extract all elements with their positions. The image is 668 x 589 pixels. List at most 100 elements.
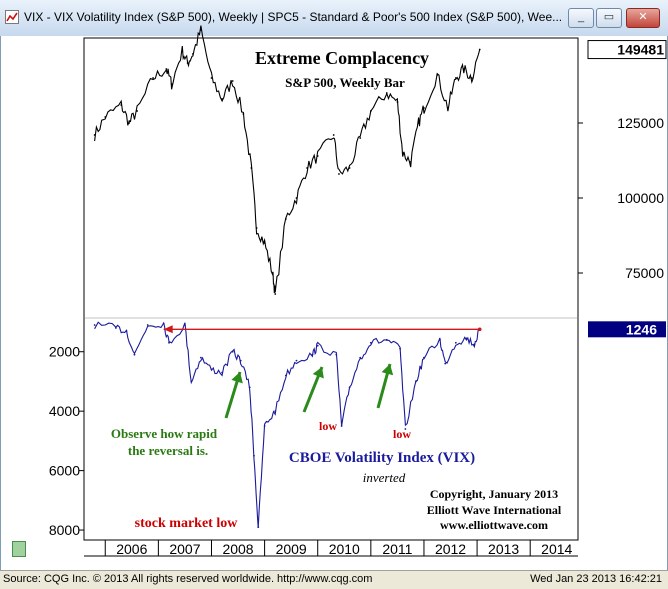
- left-margin: [1, 37, 27, 569]
- x-tick-label: 2011: [382, 541, 412, 557]
- vix-point: [295, 359, 298, 362]
- vix-point: [221, 371, 224, 374]
- vix-point: [190, 380, 193, 383]
- vix-point: [340, 425, 343, 427]
- vix-point: [423, 356, 425, 359]
- arrow-2008-head: [231, 372, 243, 384]
- x-tick-label: 2007: [169, 541, 200, 557]
- spx-point: [191, 53, 194, 55]
- copyright-line3: www.elliottwave.com: [440, 518, 548, 532]
- arrow-2010-head: [312, 367, 324, 379]
- reversal-note-line2: the reversal is.: [128, 443, 208, 458]
- vix-point: [257, 526, 260, 528]
- spx-point: [199, 29, 202, 31]
- spx-point: [152, 77, 154, 79]
- chart-grid: [83, 37, 579, 541]
- chart-annotations: Extreme Complacency S&P 500, Weekly Bar CB…: [111, 48, 562, 532]
- vix-series-group: [93, 321, 481, 528]
- stock-market-low-label: stock market low: [135, 516, 239, 531]
- status-bar: Source: CQG Inc. © 2013 All rights reser…: [0, 570, 668, 589]
- vix-point: [454, 341, 457, 344]
- vix-point: [369, 341, 372, 344]
- close-button[interactable]: ✕: [626, 8, 660, 28]
- spx-point: [446, 107, 449, 109]
- spx-point: [186, 62, 189, 64]
- reversal-note-line1: Observe how rapid: [111, 426, 218, 441]
- vix-point: [199, 356, 202, 359]
- scroll-handle[interactable]: [12, 541, 26, 557]
- spx-point: [409, 161, 412, 163]
- spx-point: [255, 227, 258, 229]
- vix-point: [253, 454, 255, 457]
- chart-app-icon: [5, 10, 19, 24]
- status-source: Source: CQG Inc. © 2013 All rights reser…: [3, 573, 373, 585]
- spx-point: [221, 98, 224, 100]
- spx-point: [170, 83, 173, 85]
- vix-point: [473, 343, 476, 346]
- vix-last-value-box: [588, 321, 666, 338]
- vix-point: [146, 324, 149, 326]
- vix-point: [210, 368, 213, 371]
- copyright-line1: Copyright, January 2013: [430, 487, 558, 501]
- vix-point: [385, 338, 388, 341]
- spx-point: [104, 116, 107, 118]
- vix-y-tick-label: 4000: [49, 403, 80, 419]
- copyright-line2: Elliott Wave International: [427, 503, 562, 517]
- vix-point: [359, 356, 362, 359]
- spx-y-tick-label: 125000: [617, 115, 664, 131]
- restore-button[interactable]: ▭: [596, 8, 622, 28]
- vix-point: [239, 359, 242, 362]
- minimize-icon: _: [577, 11, 585, 23]
- chart-axes: 75000 100000 125000 149481 2000 4000 6000 8000 1…: [49, 40, 667, 557]
- vix-point: [399, 347, 401, 350]
- low-label-2010: low: [319, 419, 337, 433]
- complacency-endpoint: [477, 327, 482, 332]
- spx-point: [316, 155, 319, 157]
- spx-point: [181, 50, 184, 52]
- vix-point: [465, 337, 468, 340]
- vix-point: [274, 410, 277, 413]
- window-title: VIX - VIX Volatility Index (S&P 500), We…: [24, 10, 563, 24]
- vix-y-tick-label: 6000: [49, 463, 80, 479]
- vix-line: [94, 321, 480, 528]
- arrow-2011-head: [381, 364, 394, 376]
- spx-point: [242, 113, 245, 115]
- minimize-button[interactable]: _: [568, 8, 594, 28]
- vix-point: [444, 362, 447, 365]
- vix-point: [438, 338, 441, 341]
- vix-point: [311, 353, 314, 356]
- close-icon: ✕: [638, 11, 648, 23]
- spx-y-tick-label: 100000: [617, 190, 664, 206]
- vix-point: [168, 341, 170, 344]
- vix-point: [263, 425, 266, 427]
- vix-point: [348, 386, 351, 389]
- vix-point: [415, 380, 417, 383]
- vix-point: [284, 374, 287, 377]
- spx-point: [417, 122, 420, 124]
- x-tick-label: 2012: [435, 541, 466, 557]
- spx-point: [332, 134, 335, 136]
- chart-canvas: 75000 100000 125000 149481 2000 4000 6000 8000 1…: [49, 25, 667, 557]
- vix-pane-title: CBOE Volatility Index (VIX): [289, 450, 475, 466]
- plot-frame: [83, 37, 579, 541]
- spx-point: [295, 197, 298, 199]
- spx-series-group: [93, 25, 481, 295]
- spx-point: [462, 68, 465, 70]
- spx-point: [385, 92, 388, 94]
- spx-point: [250, 167, 253, 169]
- vix-point: [335, 353, 338, 356]
- vix-last-value-label: 1246: [626, 321, 657, 337]
- spx-point: [128, 122, 131, 124]
- window-titlebar: VIX - VIX Volatility Index (S&P 500), We…: [0, 0, 668, 37]
- vix-point: [231, 350, 234, 353]
- vix-point: [184, 324, 186, 326]
- x-tick-label: 2009: [276, 541, 307, 557]
- spx-point: [478, 48, 481, 51]
- vix-point: [316, 344, 319, 347]
- spx-point: [271, 272, 274, 274]
- x-tick-label: 2006: [116, 541, 147, 557]
- spx-point: [401, 152, 404, 154]
- spx-point: [348, 167, 351, 169]
- chart-subtitle: S&P 500, Weekly Bar: [285, 75, 405, 90]
- spx-point: [263, 242, 266, 244]
